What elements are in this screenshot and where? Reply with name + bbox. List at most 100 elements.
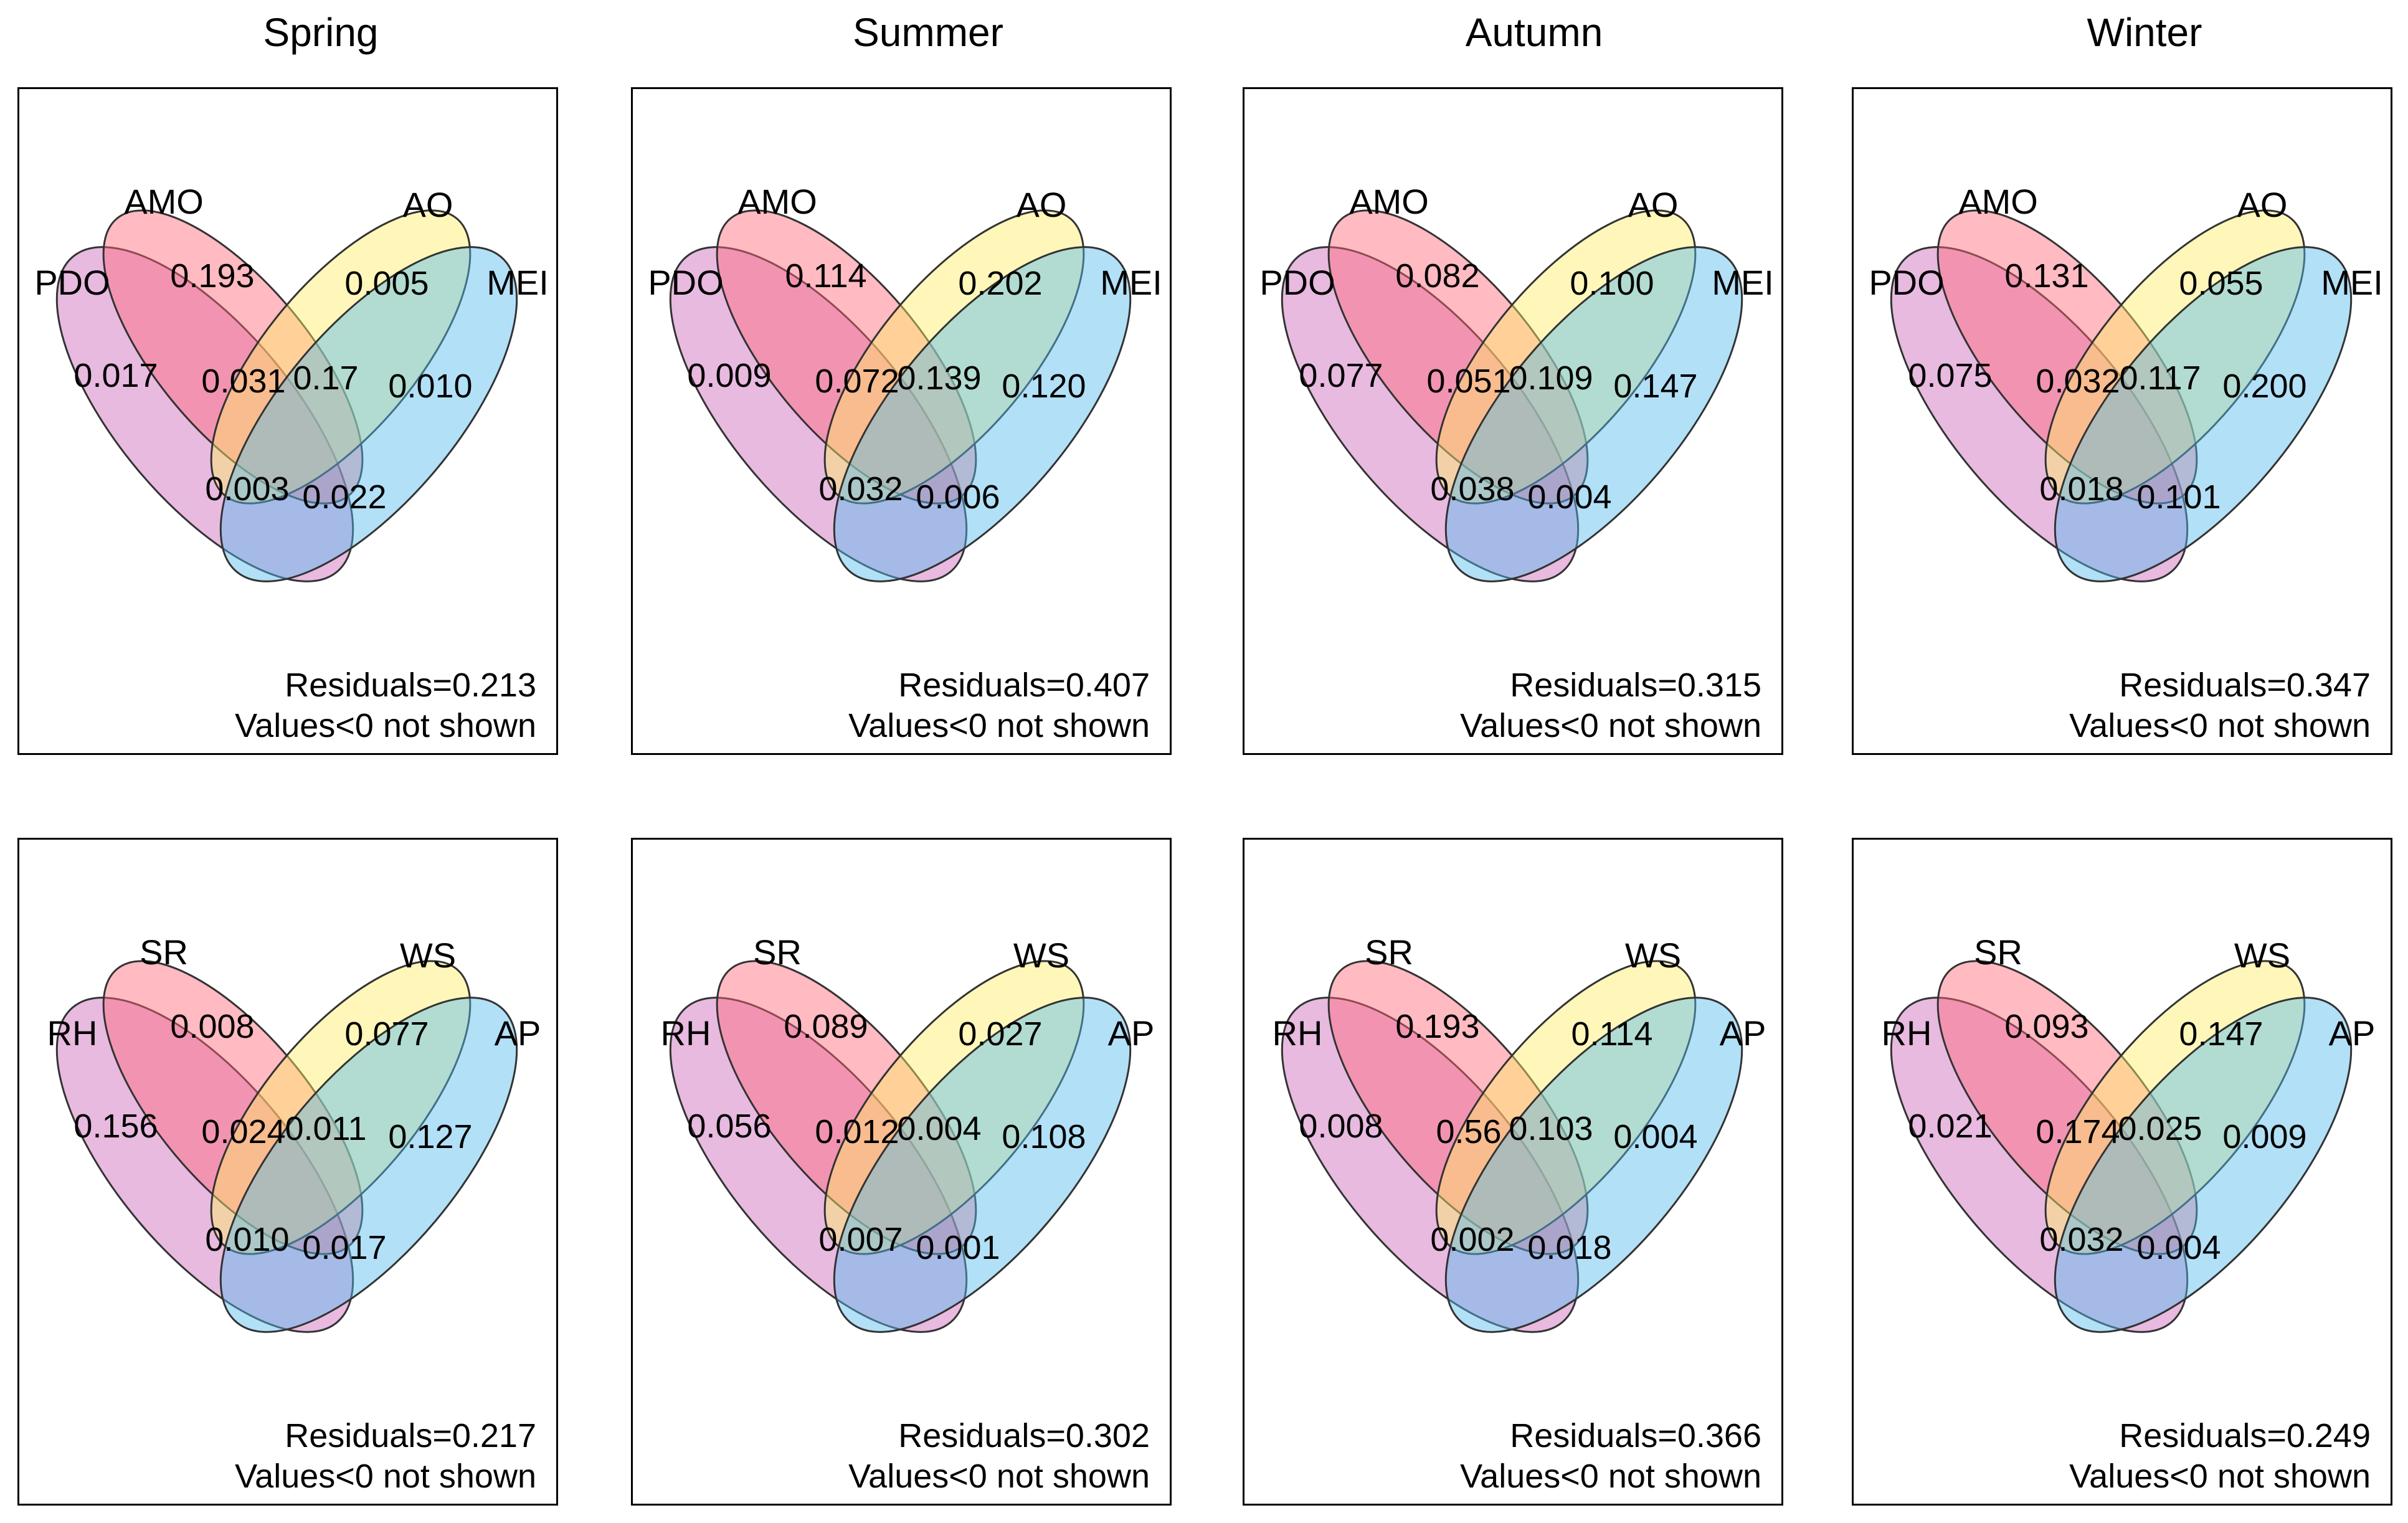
footer-note: Values<0 not shown: [1460, 707, 1761, 744]
value-abd: 0.032: [2039, 1221, 2123, 1258]
set-label-ws: WS: [1013, 936, 1069, 975]
venn-ellipse-set-b: [102, 960, 364, 1255]
value-c-only: 0.055: [2179, 265, 2263, 302]
value-cd: 0.17: [293, 359, 358, 397]
venn-ellipse-set-d: [833, 997, 1132, 1333]
set-label-amo: AMO: [1349, 182, 1429, 221]
residuals-label: Residuals=0.347: [2119, 667, 2371, 704]
residuals-label: Residuals=0.302: [898, 1417, 1150, 1454]
value-acd: 0.017: [302, 1229, 386, 1266]
venn-ellipse-set-d: [2054, 997, 2353, 1333]
value-a-only: 0.056: [687, 1108, 771, 1145]
value-acd: 0.022: [302, 478, 386, 516]
venn-ellipse-set-b: [1936, 209, 2198, 505]
residuals-label: Residuals=0.217: [285, 1417, 536, 1454]
venn-panel-autumn-row2: RH SR WS AP 0.193 0.114 0.008 0.56 0.103 0.004 0.0…: [1243, 838, 1783, 1506]
value-cd: 0.139: [897, 359, 981, 397]
venn-ellipse-set-b: [716, 209, 977, 505]
value-d-only: 0.108: [1002, 1118, 1086, 1155]
value-d-only: 0.200: [2222, 368, 2306, 405]
value-abd: 0.018: [2039, 470, 2123, 508]
venn-ellipse-set-d: [2054, 246, 2353, 582]
residuals-label: Residuals=0.407: [898, 667, 1150, 704]
venn-panel-summer-row2: RH SR WS AP 0.089 0.027 0.056 0.012 0.004 0.108 0.…: [631, 838, 1172, 1506]
residuals-label: Residuals=0.213: [285, 667, 536, 704]
set-label-ws: WS: [400, 936, 456, 975]
venn-ellipse-set-d: [219, 246, 518, 582]
venn-ellipse-set-d: [219, 997, 518, 1333]
value-ab: 0.051: [1426, 363, 1510, 400]
set-label-ap: AP: [1720, 1013, 1766, 1053]
set-label-amo: AMO: [124, 182, 204, 221]
value-a-only: 0.009: [687, 357, 771, 394]
value-b-only: 0.131: [2004, 257, 2088, 295]
value-d-only: 0.120: [1002, 368, 1086, 405]
season-title-winter: Winter: [2087, 10, 2202, 55]
footer-note: Values<0 not shown: [2069, 1458, 2371, 1495]
value-c-only: 0.147: [2179, 1015, 2263, 1053]
value-cd: 0.103: [1509, 1110, 1593, 1147]
set-label-pdo: PDO: [1259, 263, 1335, 302]
season-title-spring: Spring: [263, 10, 379, 55]
set-label-amo: AMO: [1958, 182, 2038, 221]
value-cd: 0.109: [1509, 359, 1593, 397]
value-abd: 0.010: [205, 1221, 289, 1258]
set-label-ao: AO: [403, 185, 453, 224]
value-ab: 0.174: [2036, 1113, 2120, 1151]
venn-diagram: PDO AMO AO MEI 0.193 0.005 0.017 0.031 0.17 0.010…: [34, 182, 549, 744]
set-label-rh: RH: [47, 1013, 98, 1053]
value-cd: 0.117: [2119, 359, 2201, 397]
value-acd: 0.101: [2136, 478, 2221, 516]
venn-panel-autumn-row1: PDO AMO AO MEI 0.082 0.100 0.077 0.051 0.109 0.14…: [1243, 87, 1783, 755]
set-label-rh: RH: [1273, 1013, 1323, 1053]
venn-ellipse-set-b: [1327, 209, 1589, 505]
venn-ellipse-set-b: [716, 960, 977, 1255]
set-label-mei: MEI: [2321, 263, 2383, 302]
value-d-only: 0.127: [388, 1118, 472, 1155]
venn-panel-spring-row1: PDO AMO AO MEI 0.193 0.005 0.017 0.031 0.17 0.010…: [17, 87, 558, 755]
value-acd: 0.004: [2136, 1229, 2221, 1266]
venn-panel-winter-row1: PDO AMO AO MEI 0.131 0.055 0.075 0.032 0.117 0.20…: [1852, 87, 2392, 755]
value-ab: 0.031: [201, 363, 285, 400]
value-acd: 0.018: [1527, 1229, 1611, 1266]
venn-ellipse-set-b: [102, 209, 364, 505]
value-b-only: 0.193: [170, 257, 254, 295]
value-a-only: 0.156: [73, 1108, 158, 1145]
set-label-sr: SR: [753, 932, 802, 972]
value-b-only: 0.082: [1395, 257, 1479, 295]
venn-ellipse-set-d: [833, 246, 1132, 582]
set-label-mei: MEI: [486, 263, 549, 302]
season-title-summer: Summer: [853, 10, 1003, 55]
set-label-sr: SR: [140, 932, 188, 972]
value-acd: 0.001: [916, 1229, 1000, 1266]
venn-ellipse-set-b: [1936, 960, 2198, 1255]
set-label-pdo: PDO: [34, 263, 110, 302]
residuals-label: Residuals=0.249: [2119, 1417, 2371, 1454]
footer-note: Values<0 not shown: [235, 707, 536, 744]
value-d-only: 0.004: [1613, 1118, 1697, 1155]
value-c-only: 0.202: [958, 265, 1042, 302]
value-c-only: 0.100: [1570, 265, 1654, 302]
value-b-only: 0.193: [1395, 1008, 1479, 1045]
value-cd: 0.011: [285, 1110, 366, 1147]
set-label-sr: SR: [1365, 932, 1413, 972]
venn-panel-spring-row2: RH SR WS AP 0.008 0.077 0.156 0.024 0.011 0.127 0.…: [17, 838, 558, 1506]
value-cd: 0.025: [2118, 1110, 2202, 1147]
venn-ellipse-set-d: [1444, 246, 1743, 582]
set-label-pdo: PDO: [1869, 263, 1944, 302]
set-label-sr: SR: [1974, 932, 2022, 972]
value-a-only: 0.077: [1299, 357, 1383, 394]
footer-note: Values<0 not shown: [848, 1458, 1150, 1495]
residuals-label: Residuals=0.366: [1510, 1417, 1761, 1454]
value-d-only: 0.009: [2222, 1118, 2306, 1155]
value-cd: 0.004: [897, 1110, 981, 1147]
set-label-ap: AP: [2329, 1013, 2376, 1053]
set-label-ao: AO: [2237, 185, 2288, 224]
venn-panel-summer-row1: PDO AMO AO MEI 0.114 0.202 0.009 0.072 0.139 0.12…: [631, 87, 1172, 755]
season-title-autumn: Autumn: [1465, 10, 1603, 55]
value-c-only: 0.027: [958, 1015, 1042, 1053]
